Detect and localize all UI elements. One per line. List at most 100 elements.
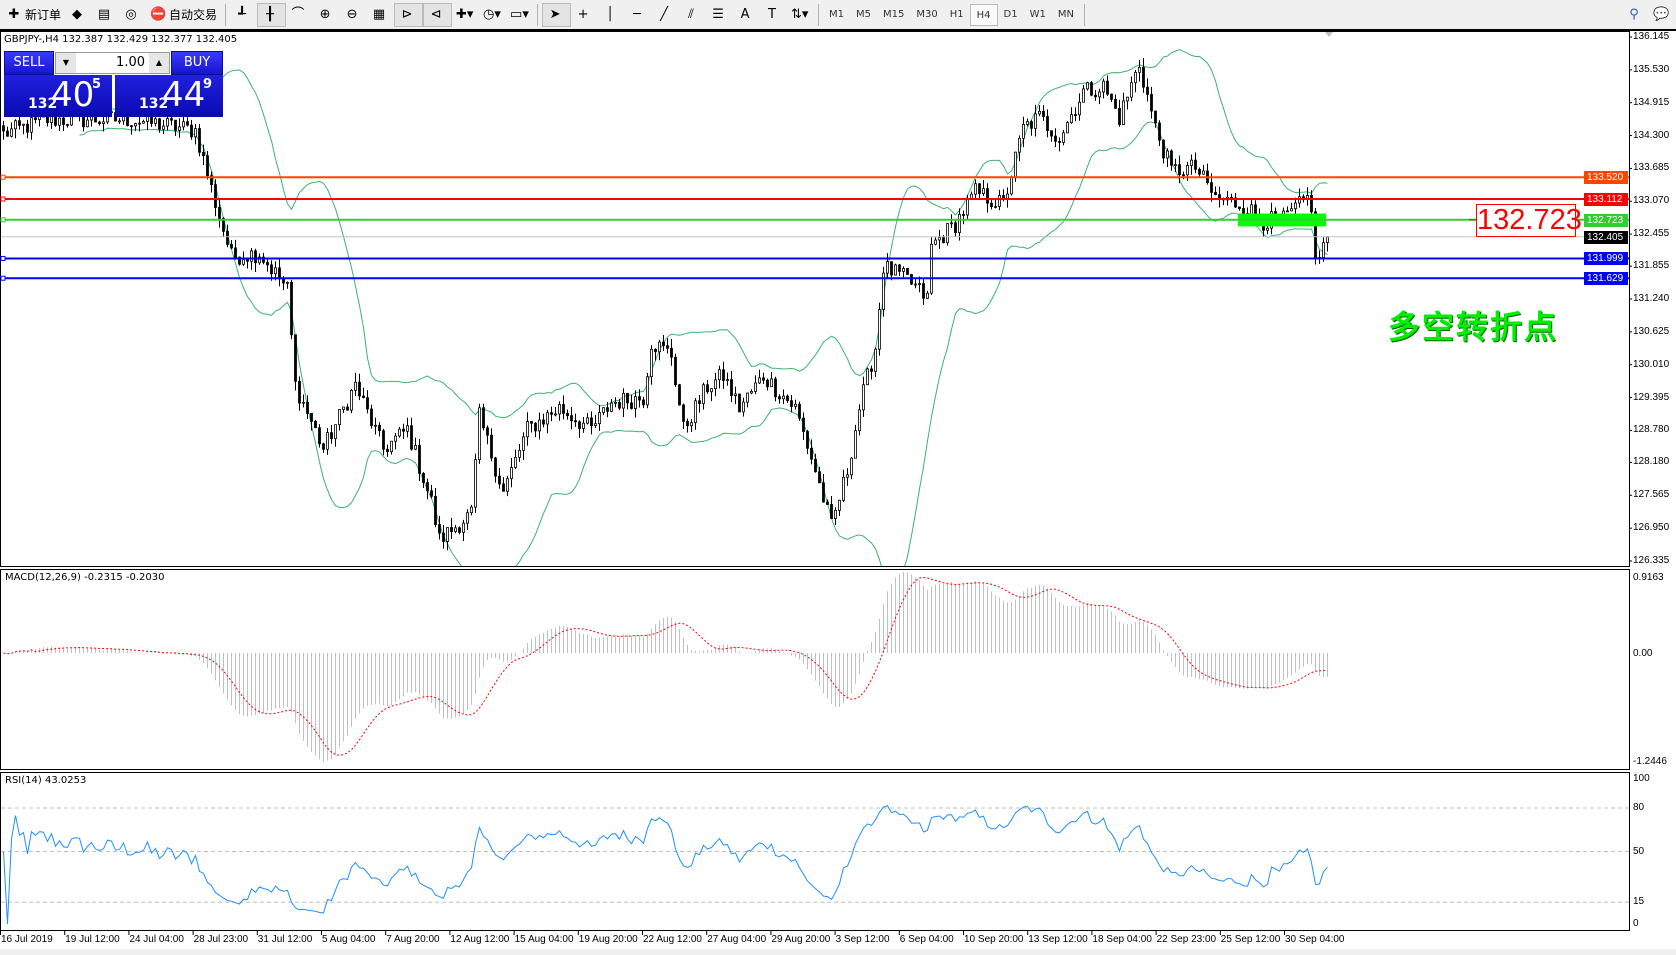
equidistant-channel-button[interactable]: ⫽ <box>679 3 706 27</box>
line-anchor-handle <box>0 275 6 281</box>
candle <box>1054 128 1057 147</box>
tile-windows-button[interactable]: ▦ <box>367 3 394 27</box>
time-axis-label: 13 Sep 12:00 <box>1028 934 1088 945</box>
annotation-text[interactable]: 多空转折点 <box>1388 308 1559 346</box>
autoscroll-button[interactable]: ⊳ <box>394 2 424 27</box>
timeframe-m5[interactable]: M5 <box>856 8 872 20</box>
market-watch-button[interactable]: ◆ <box>65 3 92 27</box>
candle <box>506 475 509 497</box>
search-button[interactable]: ⚲ <box>1622 3 1649 27</box>
sell-button[interactable]: SELL <box>4 51 54 75</box>
periods-button[interactable]: ◷▾ <box>479 3 506 27</box>
candle <box>558 401 561 421</box>
crosshair-button[interactable]: + <box>571 3 598 27</box>
candle <box>710 388 713 402</box>
price-axis-label: 130.010 <box>1633 358 1670 370</box>
candle <box>102 115 105 132</box>
chat-button[interactable]: 💬 <box>1649 3 1676 27</box>
timeframe-h4[interactable]: H4 <box>969 3 998 26</box>
candle <box>578 420 581 438</box>
price-axis-label: 134.915 <box>1633 96 1670 108</box>
candle <box>1206 163 1209 185</box>
candle <box>66 123 69 128</box>
time-axis-label: 15 Aug 04:00 <box>514 934 574 945</box>
candle <box>1170 149 1173 171</box>
vertical-line-button[interactable]: │ <box>598 3 625 27</box>
candle <box>734 386 737 405</box>
candle <box>834 507 837 526</box>
trendline-button[interactable]: ╱ <box>652 3 679 27</box>
candle <box>550 406 553 422</box>
rsi-axis-label: 100 <box>1633 773 1650 784</box>
candle <box>294 334 297 391</box>
candle <box>1218 186 1221 208</box>
candle <box>1058 137 1061 152</box>
buy-button[interactable]: BUY <box>171 51 223 75</box>
arrows-button[interactable]: ⇅▾ <box>787 3 814 27</box>
templates-button[interactable]: ▭▾ <box>506 3 533 27</box>
candle <box>534 422 537 438</box>
price-axis-label: 129.395 <box>1633 391 1670 403</box>
time-axis-label: 6 Sep 04:00 <box>899 934 954 945</box>
candle <box>1098 88 1101 105</box>
chart-canvas[interactable] <box>0 31 1676 949</box>
candle <box>634 390 637 418</box>
signals-button[interactable]: ◎ <box>119 3 146 27</box>
fibonacci-button[interactable]: ☰ <box>706 3 733 27</box>
timeframe-m1[interactable]: M1 <box>829 8 845 20</box>
lot-decrease-icon[interactable]: ▼ <box>56 53 76 73</box>
bar-chart-button[interactable]: ┹ <box>230 3 257 27</box>
indicators-button[interactable]: ✚▾ <box>452 3 479 27</box>
chart-shift-button[interactable]: ⊲ <box>423 2 453 27</box>
candle <box>762 372 765 384</box>
zoom-in-button[interactable]: ⊕ <box>313 3 340 27</box>
lot-value[interactable]: 1.00 <box>116 55 145 70</box>
lot-size-input[interactable]: ▼ 1.00 ▲ <box>55 52 170 74</box>
candle <box>930 237 933 295</box>
timeframe-d1[interactable]: D1 <box>1003 8 1018 20</box>
status-strip <box>0 949 1676 955</box>
navigator-button[interactable]: ▤ <box>92 3 119 27</box>
candlestick-button[interactable]: ╂ <box>257 2 287 27</box>
candle <box>310 413 313 431</box>
timeframe-mn[interactable]: MN <box>1057 8 1074 20</box>
horizontal-line-button[interactable]: ─ <box>625 3 652 27</box>
candle <box>730 371 733 403</box>
price-axis-label: 128.780 <box>1633 424 1670 436</box>
candle <box>662 335 665 351</box>
candle <box>646 372 649 409</box>
text-button[interactable]: A <box>733 3 760 27</box>
timeframe-m30[interactable]: M30 <box>916 8 938 20</box>
main-panel-border <box>0 31 1630 567</box>
candle <box>982 179 985 196</box>
candle <box>954 220 957 237</box>
candle <box>1166 148 1169 168</box>
zoom-out-icon: ⊖ <box>346 6 358 22</box>
price-tag: 132.723 <box>1584 213 1628 227</box>
timeframe-w1[interactable]: W1 <box>1029 8 1046 20</box>
zoom-out-button[interactable]: ⊖ <box>340 3 367 27</box>
lot-increase-icon[interactable]: ▲ <box>149 53 169 73</box>
time-axis-label: 28 Jul 23:00 <box>193 934 249 945</box>
candle <box>142 119 145 124</box>
buy-price-button[interactable]: 132 44 9 <box>115 75 223 117</box>
candle <box>1118 99 1121 127</box>
timeframe-m15[interactable]: M15 <box>883 8 905 20</box>
toolbar-separator <box>537 3 539 26</box>
rsi-axis-label: 80 <box>1633 802 1645 813</box>
cursor-button[interactable]: ➤ <box>542 2 572 27</box>
cursor-icon: ➤ <box>549 6 561 22</box>
auto-trading-button[interactable]: ⛔ 自动交易 <box>146 3 221 27</box>
timeframe-h1[interactable]: H1 <box>949 8 964 20</box>
candle <box>322 442 325 453</box>
price-callout[interactable]: 132.723 <box>1476 204 1582 237</box>
candle <box>902 266 905 279</box>
candle <box>474 453 477 513</box>
candle <box>1134 69 1137 93</box>
sell-price-button[interactable]: 132 40 5 <box>4 75 112 117</box>
time-axis-label: 27 Aug 04:00 <box>707 934 767 945</box>
new-order-button[interactable]: ✚ 新订单 <box>2 3 65 27</box>
line-anchor-handle <box>0 217 6 223</box>
line-chart-button[interactable]: ⌒ <box>286 3 313 27</box>
text-label-button[interactable]: T <box>760 3 787 27</box>
